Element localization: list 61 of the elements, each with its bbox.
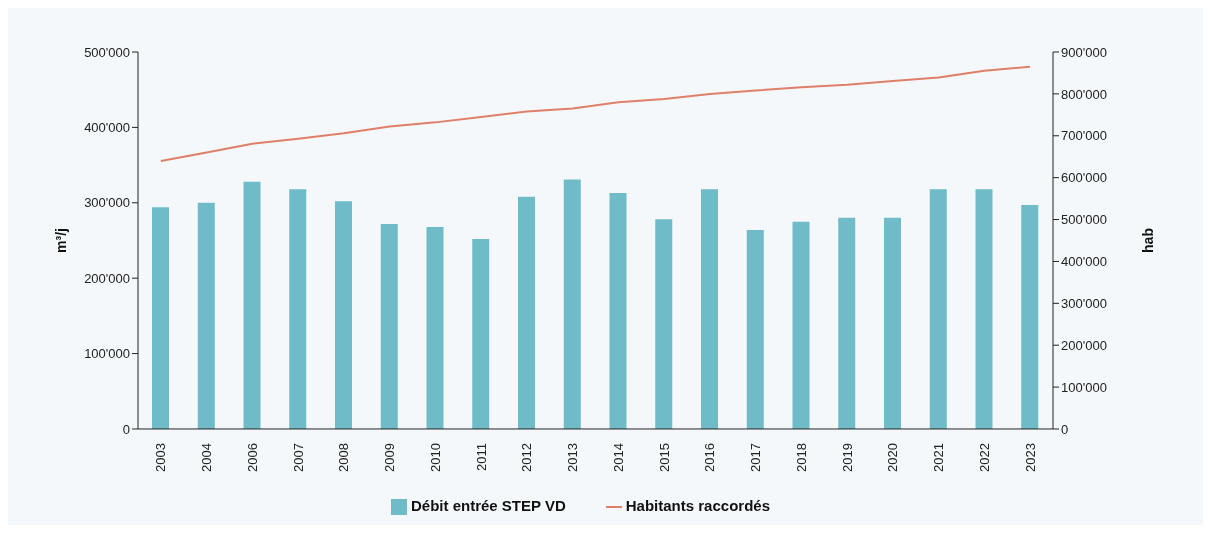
bar: [289, 189, 307, 429]
y-tick-label: 100'000: [84, 346, 130, 362]
x-tick-label: 2015: [656, 442, 672, 472]
y-tick-label: 400'000: [84, 120, 130, 136]
x-tick-label: 2017: [748, 442, 764, 472]
bar: [929, 189, 947, 429]
bar: [884, 217, 901, 429]
bar: [243, 181, 261, 429]
x-tick-label: 2009: [382, 442, 398, 472]
y-tick-label: 0: [122, 421, 130, 437]
x-tick-label: 2011: [473, 442, 489, 471]
bar: [975, 189, 993, 429]
y-tick-label: 500'000: [84, 44, 130, 60]
y2-tick-label: 300'000: [1061, 295, 1107, 311]
bar: [1021, 205, 1039, 429]
bar: [838, 217, 856, 429]
bar: [152, 207, 169, 429]
bar: [792, 221, 810, 429]
y2-tick-label: 800'000: [1061, 86, 1107, 102]
bar: [563, 179, 581, 429]
y-tick-label: 200'000: [84, 270, 130, 286]
x-tick-label: 2020: [885, 442, 901, 472]
bar: [197, 202, 215, 429]
bar: [335, 201, 352, 429]
y2-tick-label: 200'000: [1061, 337, 1107, 353]
line-series: [159, 65, 1032, 162]
bar: [609, 192, 627, 429]
x-tick-label: 2007: [290, 442, 306, 472]
x-tick-label: 2018: [793, 442, 809, 472]
x-tick-label: 2004: [199, 442, 215, 472]
y-tick-label: 300'000: [84, 195, 130, 211]
y2-axis-title: hab: [1140, 228, 1156, 253]
bar: [701, 189, 718, 429]
y2-tick-label: 100'000: [1061, 379, 1107, 395]
bar: [518, 196, 535, 429]
bar: [472, 238, 490, 429]
y2-tick-label: 400'000: [1061, 254, 1107, 270]
y2-tick-label: 900'000: [1061, 44, 1107, 60]
x-tick-label: 2008: [336, 442, 352, 472]
x-tick-label: 2021: [931, 442, 947, 472]
y2-tick-label: 500'000: [1061, 212, 1107, 228]
y-axis-title: m³/j: [53, 228, 69, 253]
x-tick-label: 2006: [244, 442, 260, 472]
legend-label: Habitants raccordés: [625, 496, 770, 514]
bar: [380, 223, 398, 429]
x-tick-label: 2012: [519, 442, 535, 472]
x-tick-label: 2023: [1022, 442, 1038, 472]
x-tick-label: 2022: [976, 442, 992, 472]
x-tick-label: 2003: [153, 442, 169, 472]
legend-label: Débit entrée STEP VD: [410, 496, 566, 514]
y2-tick-label: 700'000: [1061, 128, 1107, 144]
y2-tick-label: 0: [1061, 421, 1069, 437]
x-tick-label: 2014: [610, 442, 626, 472]
bar: [746, 229, 764, 429]
x-tick-label: 2010: [427, 442, 443, 472]
x-tick-label: 2016: [702, 442, 718, 472]
x-tick-label: 2013: [565, 442, 581, 472]
x-tick-label: 2019: [839, 442, 855, 472]
bar: [655, 219, 673, 429]
bar: [426, 226, 444, 429]
y2-tick-label: 600'000: [1061, 170, 1107, 186]
